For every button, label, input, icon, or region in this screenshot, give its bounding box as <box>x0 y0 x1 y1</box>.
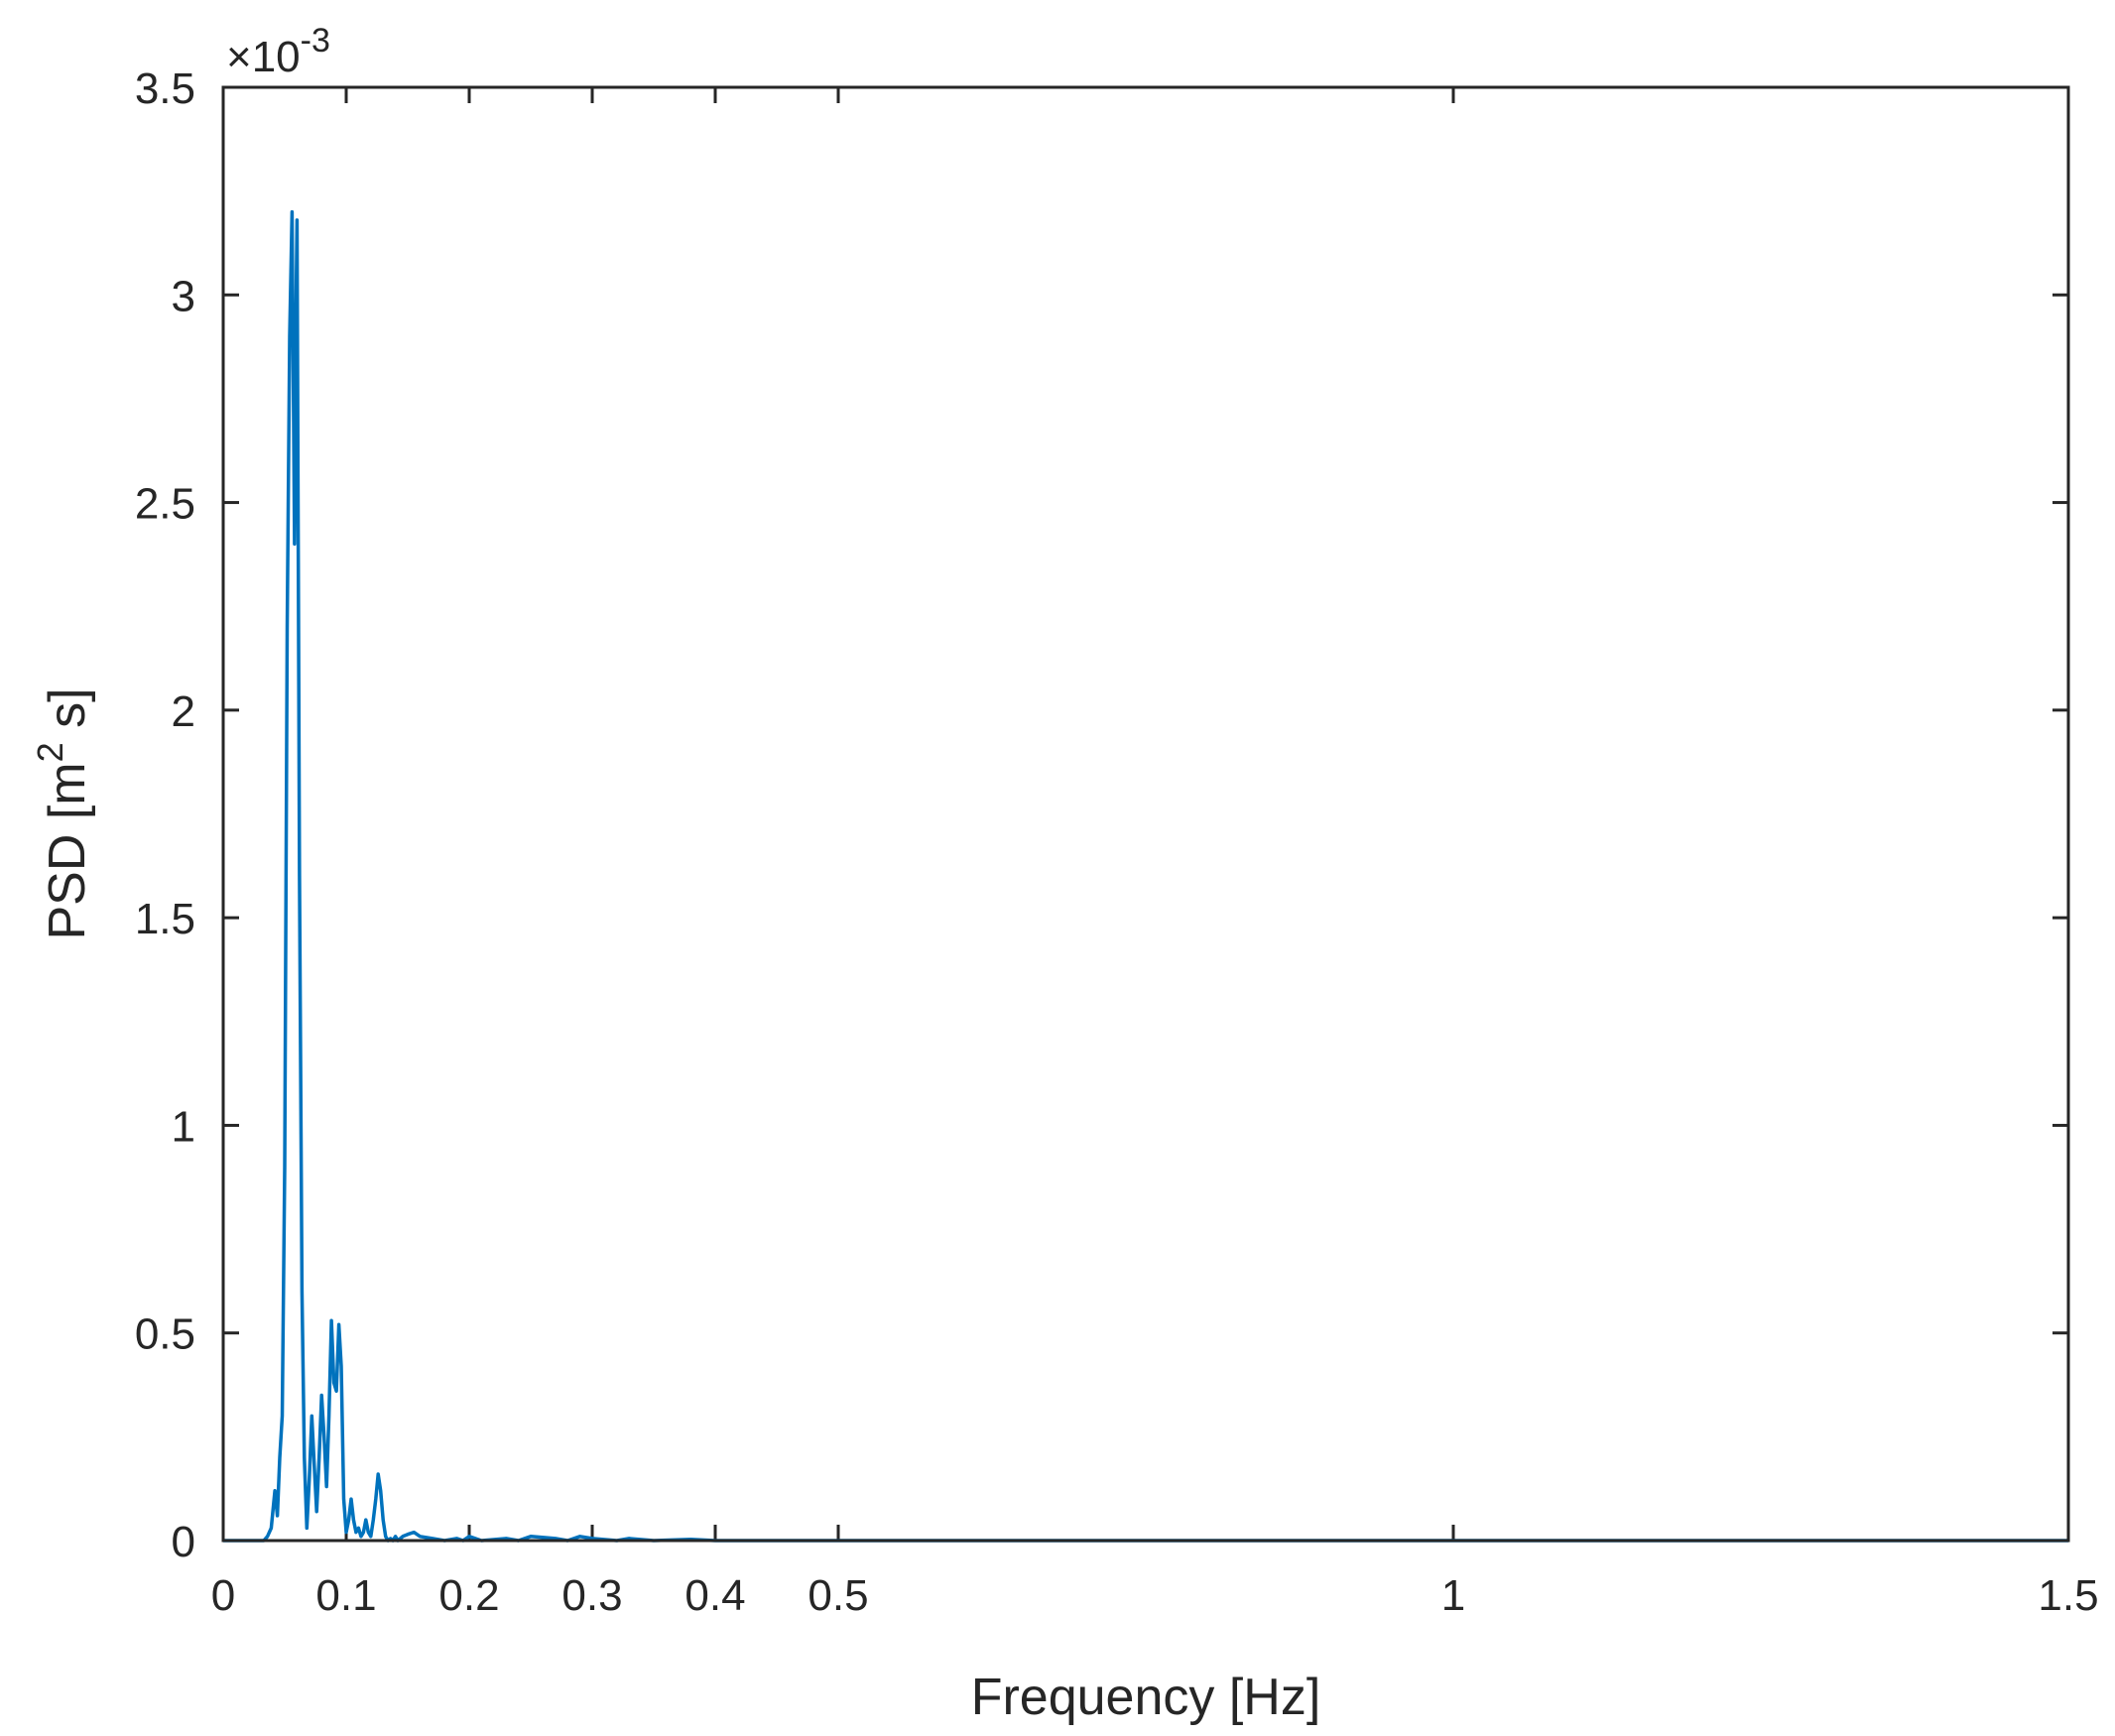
y-axis-label-tail: s] <box>39 687 96 742</box>
x-tick-label: 0.4 <box>684 1571 745 1620</box>
x-axis-label: Frequency [Hz] <box>971 1669 1321 1726</box>
x-tick-label: 1 <box>1441 1571 1465 1620</box>
y-tick-label: 0 <box>172 1518 195 1566</box>
plot-frame <box>221 85 2070 1543</box>
y-exponent-power: -3 <box>301 22 330 60</box>
x-tick-label: 0.1 <box>315 1571 376 1620</box>
y-tick-label: 2.5 <box>135 480 195 529</box>
y-axis-label: PSD [m2 s] <box>30 687 96 939</box>
y-axis-label-main: PSD [m <box>39 762 96 939</box>
y-tick-label: 1 <box>172 1102 195 1151</box>
y-axis-label-sup: 2 <box>30 742 70 762</box>
x-tick-label: 0.3 <box>561 1571 622 1620</box>
y-axis-exponent: ×10-3 <box>226 22 330 81</box>
labels-layer: ×10-3 Frequency [Hz] PSD [m2 s] 0 0.1 0.2 0… <box>30 22 2099 1726</box>
y-exponent-base: ×10 <box>226 33 301 81</box>
y-tick-label: 0.5 <box>135 1310 195 1359</box>
x-tick-label: 0.5 <box>808 1571 868 1620</box>
y-tick-label: 3 <box>172 272 195 320</box>
x-tick-label: 0.2 <box>438 1571 499 1620</box>
x-tick-label: 0 <box>211 1571 235 1620</box>
y-tick-label: 2 <box>172 687 195 736</box>
y-tick-label: 3.5 <box>135 64 195 113</box>
y-tick-label: 1.5 <box>135 895 195 943</box>
x-tick-label: 1.5 <box>2038 1571 2098 1620</box>
